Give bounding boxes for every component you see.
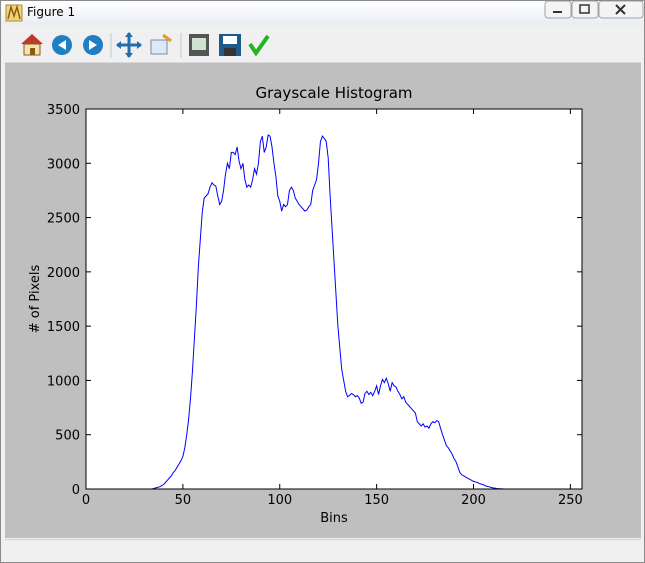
y-tick-label: 0 [72,483,80,498]
status-bar [5,539,641,562]
y-tick-label: 3000 [47,157,80,172]
x-tick-label: 0 [82,493,90,508]
home-button[interactable] [21,34,43,56]
plot-frame [85,108,583,490]
title-bar: Figure 1 [1,1,644,25]
forward-button[interactable] [83,35,103,55]
window-controls [544,1,644,19]
y-tick-label: 3500 [47,103,80,118]
x-tick-label: 250 [558,493,583,508]
app-icon [5,4,23,22]
back-button[interactable] [52,35,72,55]
x-tick-label: 50 [175,493,192,508]
plot-area [86,109,582,489]
x-tick-label: 150 [364,493,389,508]
y-tick-label: 1000 [47,374,80,389]
zoom-button[interactable] [150,33,172,55]
minimize-button[interactable] [544,1,572,19]
chart-title: Grayscale Histogram [255,84,412,102]
check-button[interactable] [248,34,270,57]
y-tick-label: 2500 [47,212,80,227]
y-tick-label: 1500 [47,320,80,335]
x-tick-label: 200 [461,493,486,508]
toolbar-icons [21,32,270,58]
y-axis-label: # of Pixels [28,265,43,334]
toolbar [5,28,641,63]
subplots-button[interactable] [189,34,209,56]
y-tick-label: 2000 [47,266,80,281]
pan-button[interactable] [116,32,142,58]
x-tick-label: 100 [267,493,292,508]
save-button[interactable] [219,34,241,56]
y-tick-label: 500 [55,429,80,444]
maximize-button[interactable] [571,1,599,19]
x-axis-label: Bins [320,511,348,526]
window-title: Figure 1 [27,5,76,19]
